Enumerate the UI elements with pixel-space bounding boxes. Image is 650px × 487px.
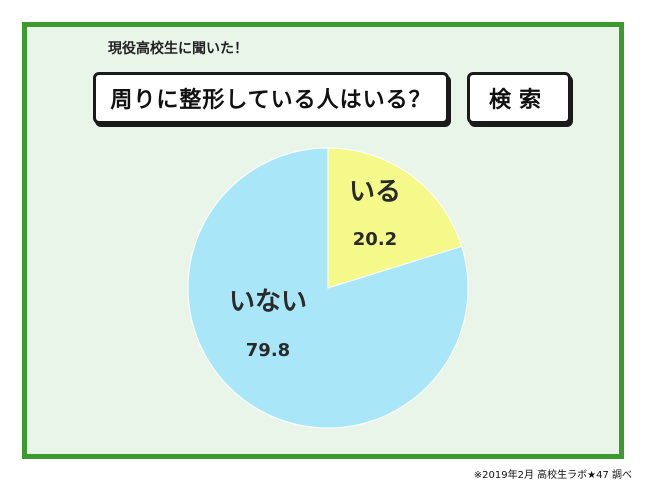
search-button-label: 検索	[488, 88, 549, 113]
question-title-text: 周りに整形している人はいる？	[110, 88, 432, 113]
slice-label-no: いない	[229, 287, 307, 317]
pie-slice-no	[187, 147, 469, 429]
source-footnote: ※2019年2月 高校生ラボ★47 調べ	[473, 470, 632, 481]
question-title: 周りに整形している人はいる？	[93, 72, 449, 124]
search-button[interactable]: 検索	[467, 72, 571, 124]
slice-value-yes: 20.2	[353, 229, 397, 250]
slice-label-yes: いる	[349, 177, 401, 207]
survey-subtitle: 現役高校生に聞いた！	[108, 41, 248, 57]
slice-value-no: 79.8	[246, 340, 290, 361]
pie-slice-yes	[327, 147, 463, 289]
